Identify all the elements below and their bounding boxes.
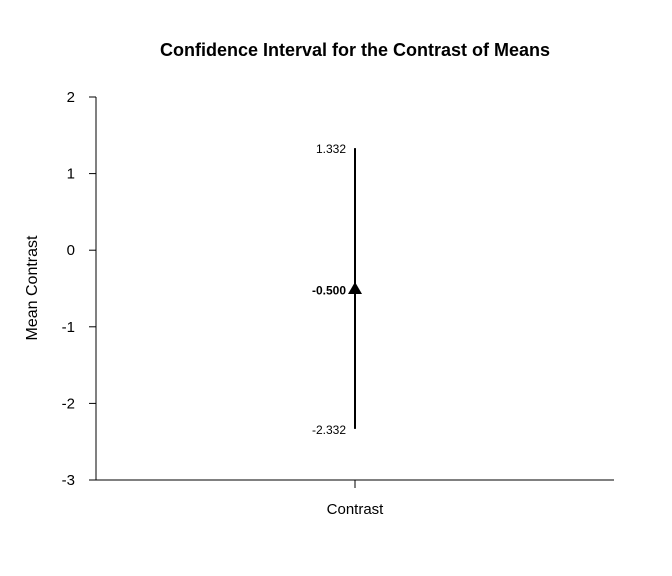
y-axis-label: Mean Contrast xyxy=(24,235,41,340)
y-tick-label: -3 xyxy=(62,472,75,489)
chart-title: Confidence Interval for the Contrast of … xyxy=(160,40,550,60)
y-tick-label: -1 xyxy=(62,319,75,336)
y-tick-label: -2 xyxy=(62,395,75,412)
x-categories: Contrast xyxy=(327,480,385,518)
y-tick-label: 2 xyxy=(67,89,75,106)
interval-marks: 1.332 -0.500 -2.332 xyxy=(312,142,362,437)
lower-bound-label: -2.332 xyxy=(312,423,346,437)
y-ticks: 2 1 0 -1 -2 -3 xyxy=(62,89,96,489)
y-tick-label: 0 xyxy=(67,242,75,259)
mean-marker xyxy=(348,282,362,294)
x-category-label: Contrast xyxy=(327,501,385,518)
y-tick-label: 1 xyxy=(67,166,75,183)
estimate-label: -0.500 xyxy=(312,284,346,298)
upper-bound-label: 1.332 xyxy=(316,142,346,156)
